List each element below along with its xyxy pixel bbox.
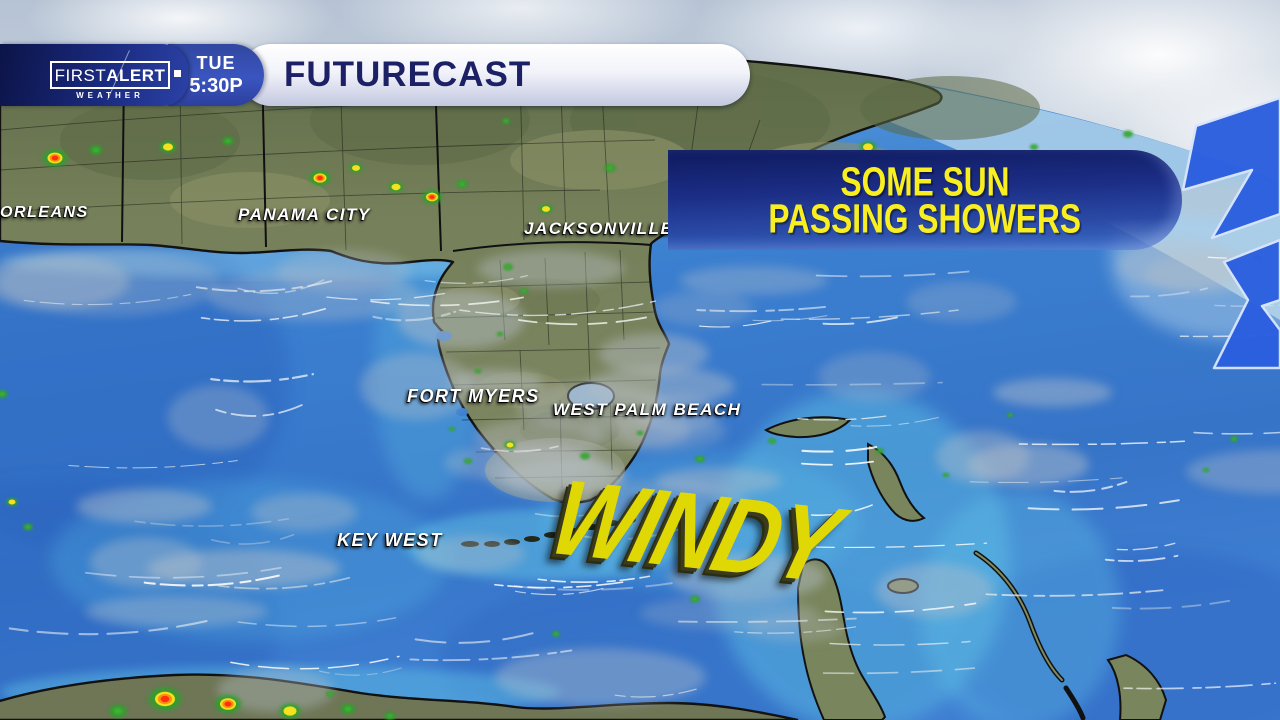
cloud-layer xyxy=(0,180,1280,713)
charlotte-harbor xyxy=(456,408,468,416)
callout-line1: SOME SUN xyxy=(840,158,1010,204)
city-label-fort-myers: FORT MYERS xyxy=(407,386,540,406)
callout-line2: PASSING SHOWERS xyxy=(768,195,1082,242)
land-cuba xyxy=(0,673,799,720)
brand-square-icon xyxy=(174,70,181,77)
callout-banner: SOME SUN PASSING SHOWERS xyxy=(668,150,1182,250)
city-label-panama-city: PANAMA CITY xyxy=(238,205,371,224)
eleuthera-chain xyxy=(973,550,1086,720)
bahamas-islands xyxy=(764,416,1168,720)
brand-alert: ALERT xyxy=(106,65,166,85)
city-label-west-palm-beach: WEST PALM BEACH xyxy=(553,400,742,419)
brand-first: FIRST xyxy=(54,65,107,85)
brand-logo: FIRST ALERT xyxy=(50,61,170,89)
timestamp-time: 5:30P xyxy=(189,75,243,97)
city-label-jacksonville: JACKSONVILLE xyxy=(524,219,674,238)
wind-streaks xyxy=(8,246,1280,698)
brand-weather-label: WEATHER xyxy=(76,91,144,100)
timestamp-day: TUE xyxy=(196,53,236,73)
futurecast-title: FUTURECAST xyxy=(284,55,532,94)
city-label-key-west: KEY WEST xyxy=(337,530,443,550)
wind-arrow-graphic xyxy=(1181,96,1280,370)
brand-panel: FIRST ALERT WEATHER xyxy=(0,44,188,106)
futurecast-pill: FUTURECAST xyxy=(240,44,750,106)
timestamp-panel: TUE 5:30P xyxy=(168,44,264,106)
city-label-orleans: ORLEANS xyxy=(0,204,89,221)
header-bar: FUTURECAST TUE 5:30P FIRST ALERT WEATHER xyxy=(0,44,760,106)
